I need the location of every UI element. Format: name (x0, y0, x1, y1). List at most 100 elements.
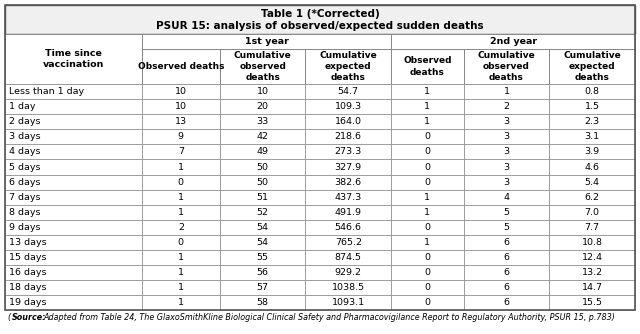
Text: 3: 3 (504, 163, 509, 171)
Text: 0: 0 (424, 268, 430, 277)
Bar (391, 280, 463, 295)
Text: 4 days: 4 days (9, 147, 40, 156)
Text: 2: 2 (504, 102, 509, 111)
Bar (5, 84, 142, 99)
Bar (391, 49, 463, 84)
Text: 1: 1 (178, 163, 184, 171)
Text: 109.3: 109.3 (335, 102, 362, 111)
Bar (463, 295, 549, 310)
Text: 3: 3 (504, 147, 509, 156)
Text: Time since
vaccination: Time since vaccination (43, 49, 104, 69)
Bar (220, 159, 305, 175)
Bar (5, 99, 142, 114)
Text: 2 days: 2 days (9, 117, 40, 126)
Text: 765.2: 765.2 (335, 238, 362, 247)
Text: 0: 0 (424, 283, 430, 292)
Bar (463, 49, 549, 84)
Text: 0: 0 (424, 253, 430, 262)
Bar (142, 250, 220, 265)
Bar (391, 84, 463, 99)
Bar (463, 250, 549, 265)
Bar (220, 280, 305, 295)
Bar (220, 250, 305, 265)
Bar (391, 99, 463, 114)
Text: 42: 42 (257, 132, 269, 141)
Bar (5, 250, 142, 265)
Bar (391, 144, 463, 159)
Bar (463, 235, 549, 250)
Bar (391, 235, 463, 250)
Text: 9 days: 9 days (9, 223, 40, 232)
Bar (305, 114, 391, 129)
Bar (5, 159, 142, 175)
Bar (5, 220, 142, 235)
Bar (142, 190, 220, 205)
Text: 3.9: 3.9 (584, 147, 600, 156)
Bar (142, 144, 220, 159)
Bar (463, 280, 549, 295)
Bar (220, 49, 305, 84)
Bar (5, 295, 142, 310)
Text: 14.7: 14.7 (582, 283, 603, 292)
Text: Adapted from Table 24, The GlaxoSmithKline Biological Clinical Safety and Pharma: Adapted from Table 24, The GlaxoSmithKli… (43, 313, 615, 322)
Bar (391, 220, 463, 235)
Bar (391, 175, 463, 190)
Bar (5, 144, 142, 159)
Bar (142, 129, 220, 144)
Bar (5, 129, 142, 144)
Text: 0.8: 0.8 (585, 87, 600, 96)
Bar (220, 129, 305, 144)
Text: 1: 1 (424, 117, 430, 126)
Text: 327.9: 327.9 (335, 163, 362, 171)
Text: 874.5: 874.5 (335, 253, 362, 262)
Bar (142, 265, 220, 280)
Text: 10.8: 10.8 (582, 238, 603, 247)
Text: 6: 6 (504, 268, 509, 277)
Text: 0: 0 (424, 178, 430, 187)
Text: 7.7: 7.7 (585, 223, 600, 232)
Bar (142, 235, 220, 250)
Text: 1: 1 (178, 208, 184, 217)
Text: 57: 57 (257, 283, 269, 292)
Text: 2: 2 (178, 223, 184, 232)
Text: 13: 13 (175, 117, 187, 126)
Text: 0: 0 (424, 298, 430, 307)
Text: 1: 1 (424, 102, 430, 111)
Bar (463, 99, 549, 114)
Bar (463, 144, 549, 159)
Text: 7.0: 7.0 (585, 208, 600, 217)
Bar (391, 250, 463, 265)
Text: 33: 33 (257, 117, 269, 126)
Text: 3: 3 (504, 178, 509, 187)
Text: 1: 1 (424, 193, 430, 202)
Text: 0: 0 (424, 163, 430, 171)
Text: 437.3: 437.3 (335, 193, 362, 202)
Text: 58: 58 (257, 298, 269, 307)
Bar (391, 205, 463, 220)
Text: Source:: Source: (12, 313, 46, 322)
Bar (549, 114, 635, 129)
Text: 1: 1 (178, 283, 184, 292)
Bar (142, 175, 220, 190)
Text: 1: 1 (424, 238, 430, 247)
Bar (305, 129, 391, 144)
Bar (305, 49, 391, 84)
Text: 6: 6 (504, 253, 509, 262)
Bar (142, 280, 220, 295)
Bar (142, 34, 391, 49)
Bar (142, 49, 220, 84)
Bar (463, 220, 549, 235)
Text: 0: 0 (178, 178, 184, 187)
Bar (220, 235, 305, 250)
Text: Observed deaths: Observed deaths (138, 62, 224, 71)
Bar (305, 265, 391, 280)
Text: 7: 7 (178, 147, 184, 156)
Text: 54: 54 (257, 223, 269, 232)
Text: 1: 1 (178, 298, 184, 307)
Text: 1: 1 (424, 87, 430, 96)
Text: 382.6: 382.6 (335, 178, 362, 187)
Text: 8 days: 8 days (9, 208, 40, 217)
Text: 6: 6 (504, 283, 509, 292)
Text: 19 days: 19 days (9, 298, 47, 307)
Bar (5, 280, 142, 295)
